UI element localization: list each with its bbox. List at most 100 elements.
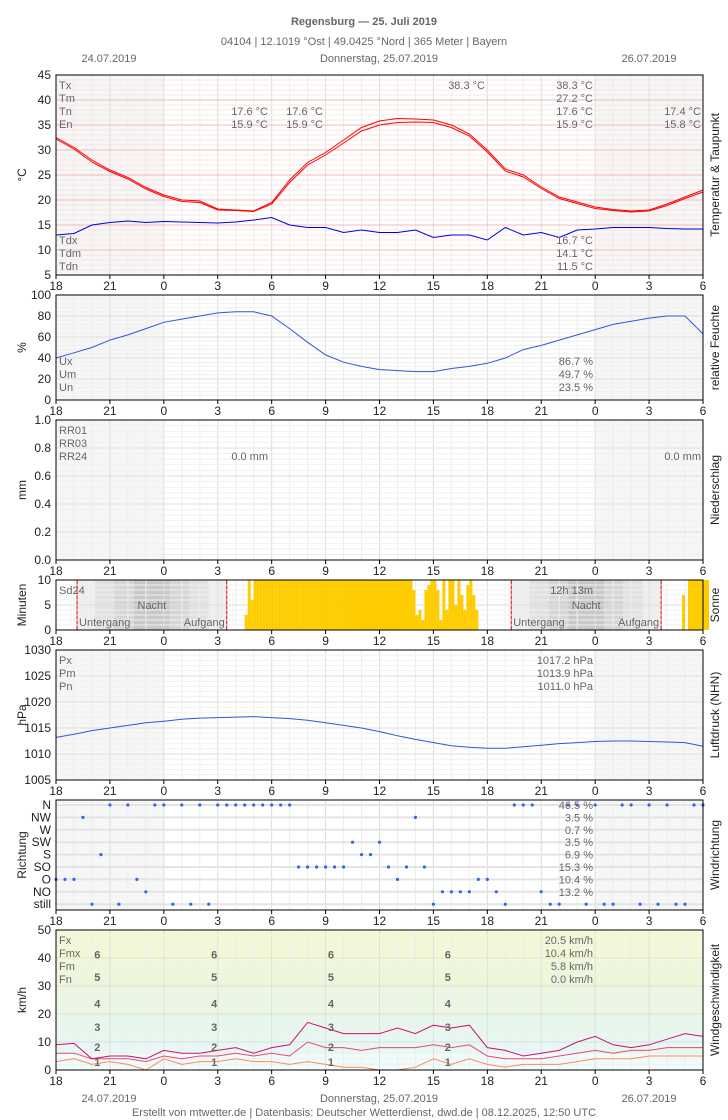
- x-tick-label: 3: [214, 634, 221, 648]
- direction-point: [692, 803, 696, 807]
- rain-total-day2: 0.0 mm: [231, 451, 268, 463]
- beaufort-label: 3: [445, 1022, 451, 1034]
- direction-point: [602, 902, 606, 906]
- x-tick-label: 18: [49, 279, 63, 293]
- direction-point: [198, 803, 202, 807]
- sun-bar: [247, 580, 251, 630]
- sun-bar: [313, 580, 317, 630]
- x-tick-label: 0: [592, 564, 599, 578]
- sun-bar: [379, 580, 383, 630]
- x-tick-label: 21: [535, 1074, 549, 1088]
- x-tick-label: 0: [592, 784, 599, 798]
- x-tick-label: 6: [268, 634, 275, 648]
- stat-value: 15.9 °C: [556, 119, 593, 131]
- dewpoint-value: 11.5 °C: [557, 261, 593, 273]
- x-tick-label: 12: [373, 564, 387, 578]
- direction-point: [234, 803, 238, 807]
- direction-point: [314, 865, 319, 869]
- sun-bar: [457, 580, 461, 630]
- direction-point: [413, 815, 418, 820]
- direction-point: [521, 803, 525, 807]
- x-tick-label: 18: [481, 784, 495, 798]
- dewpoint-label: Tdm: [59, 248, 81, 260]
- x-tick-label: 9: [322, 1074, 329, 1088]
- beaufort-label: 5: [94, 972, 100, 984]
- x-tick-label: 0: [160, 404, 167, 418]
- sun-bar: [382, 580, 386, 630]
- beaufort-label: 6: [94, 949, 100, 961]
- y-tick-label: 15: [38, 218, 52, 232]
- direction-point: [440, 890, 445, 894]
- date-right-bottom: 26.07.2019: [621, 1093, 676, 1105]
- direction-point: [81, 815, 85, 820]
- x-tick-label: 0: [160, 784, 167, 798]
- pressure-line: [55, 716, 704, 749]
- y-tick-label: 40: [38, 93, 52, 107]
- direction-point: [63, 877, 67, 882]
- x-tick-label: 15: [427, 784, 441, 798]
- x-tick-label: 0: [592, 634, 599, 648]
- panel-title: Temperatur & Taupunkt: [708, 112, 722, 237]
- direction-point: [332, 865, 337, 869]
- direction-point: [225, 803, 229, 807]
- sun-bar: [355, 580, 359, 630]
- y-tick-label: 0: [44, 1063, 51, 1077]
- sun-bar: [271, 580, 275, 630]
- x-tick-label: 21: [535, 564, 549, 578]
- stat-value: 27.2 °C: [556, 93, 593, 105]
- beaufort-label: 2: [328, 1042, 334, 1054]
- y-tick-label: 0: [44, 623, 51, 637]
- stat-value: 23.5 %: [559, 382, 593, 394]
- direction-point: [458, 890, 462, 894]
- x-tick-label: 6: [268, 914, 275, 928]
- sun-bar: [325, 580, 329, 630]
- x-tick-label: 0: [160, 914, 167, 928]
- sun-bar: [343, 580, 347, 630]
- direction-point: [557, 902, 561, 906]
- sun-bar: [409, 580, 413, 630]
- x-tick-label: 6: [700, 784, 707, 798]
- x-tick-label: 18: [481, 404, 495, 418]
- sun-bar: [475, 610, 479, 630]
- x-tick-label: 6: [268, 1074, 275, 1088]
- sun-bar: [253, 580, 257, 630]
- x-tick-label: 21: [535, 404, 549, 418]
- direction-point: [674, 902, 678, 906]
- date-left: 24.07.2019: [81, 53, 136, 65]
- x-tick-label: 12: [373, 784, 387, 798]
- x-tick-label: 3: [214, 784, 221, 798]
- x-tick-label: 21: [535, 914, 549, 928]
- x-tick-label: 18: [481, 914, 495, 928]
- sun-bar: [268, 580, 272, 630]
- sun-bar: [256, 580, 260, 630]
- sun-bar: [424, 590, 428, 630]
- x-tick-label: 21: [535, 634, 549, 648]
- x-tick-label: 3: [646, 634, 653, 648]
- direction-point: [126, 803, 130, 807]
- y-tick-label: 60: [38, 330, 52, 344]
- beaufort-label: 5: [445, 972, 451, 984]
- stat-label: Pn: [59, 681, 72, 693]
- y-tick-label: 5: [44, 268, 51, 282]
- stat-value: 86.7 %: [559, 356, 593, 368]
- stat-label: Pm: [59, 668, 76, 680]
- x-tick-label: 9: [322, 279, 329, 293]
- x-tick-label: 18: [49, 914, 63, 928]
- sun-bar: [301, 580, 305, 630]
- x-tick-label: 3: [214, 279, 221, 293]
- x-tick-label: 15: [427, 564, 441, 578]
- x-tick-label: 15: [427, 634, 441, 648]
- stat-label: Sd24: [59, 585, 85, 597]
- direction-percentage: 10.4 %: [559, 874, 593, 886]
- y-tick-label: 30: [38, 979, 52, 993]
- sun-bar: [385, 580, 389, 630]
- direction-point: [431, 902, 436, 906]
- direction-point: [189, 902, 193, 906]
- y-tick-label: 20: [38, 1007, 52, 1021]
- x-tick-label: 6: [268, 404, 275, 418]
- sunset-label: Untergang: [79, 617, 130, 629]
- y-tick-label: 0.2: [34, 525, 51, 539]
- x-tick-label: 21: [103, 914, 117, 928]
- x-tick-label: 3: [214, 564, 221, 578]
- direction-point: [180, 803, 184, 807]
